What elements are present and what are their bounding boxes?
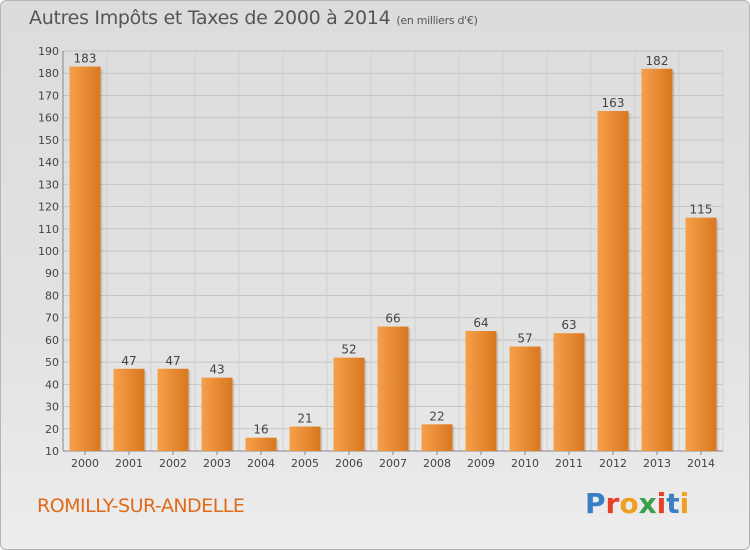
bar-2001: [113, 368, 145, 451]
axes: 10 20 30 40 50 60 70 80 90 100 110 120 130 140 150 160 1…: [38, 45, 723, 470]
bars: [69, 66, 719, 452]
y-tick-label: 50: [45, 356, 59, 369]
bar-2007: [377, 326, 409, 451]
x-tick-label: 2012: [599, 457, 627, 470]
y-tick-label: 130: [38, 178, 59, 191]
bar-2008: [421, 424, 453, 451]
x-tick-label: 2009: [467, 457, 495, 470]
x-tick-label: 2010: [511, 457, 539, 470]
logo-letter: i: [656, 487, 667, 520]
data-label: 163: [602, 96, 625, 110]
bar-2004: [245, 437, 277, 451]
data-label: 22: [429, 409, 444, 423]
y-tick-label: 120: [38, 201, 59, 214]
y-tick-label: 90: [45, 267, 59, 280]
chart-title: Autres Impôts et Taxes de 2000 à 2014 (en…: [29, 7, 478, 29]
town-name: ROMILLY-SUR-ANDELLE: [37, 495, 245, 517]
bar-2003: [201, 377, 233, 451]
y-tick-label: 100: [38, 245, 59, 258]
x-tick-label: 2000: [71, 457, 99, 470]
data-labels: 183 47 47 43 16 21 52 66 22 64 57 63 163 182 115: [74, 52, 713, 437]
x-tick-label: 2008: [423, 457, 451, 470]
data-label: 47: [165, 354, 180, 368]
data-label: 115: [690, 203, 713, 217]
y-tick-label: 70: [45, 312, 59, 325]
y-tick-label: 110: [38, 223, 59, 236]
x-tick-label: 2013: [643, 457, 671, 470]
x-tick-label: 2005: [291, 457, 319, 470]
bar-2002: [157, 368, 189, 451]
y-tick-label: 150: [38, 134, 59, 147]
chart-subtitle: (en milliers d'€): [396, 14, 478, 27]
x-tick-label: 2006: [335, 457, 363, 470]
y-tick-label: 60: [45, 334, 59, 347]
logo-letter: i: [679, 487, 690, 520]
data-label: 182: [646, 54, 669, 68]
bar-2013: [641, 68, 673, 452]
x-tick-label: 2003: [203, 457, 231, 470]
data-label: 183: [74, 52, 97, 66]
bar-2006: [333, 357, 365, 451]
data-label: 47: [121, 354, 136, 368]
y-tick-label: 20: [45, 423, 59, 436]
data-label: 57: [517, 332, 532, 346]
data-label: 66: [385, 312, 400, 326]
x-tick-label: 2004: [247, 457, 275, 470]
data-label: 43: [209, 363, 224, 377]
x-tick-label: 2011: [555, 457, 583, 470]
x-tick-label: 2001: [115, 457, 143, 470]
logo-letter: x: [638, 487, 657, 520]
bar-2014: [685, 217, 717, 451]
data-label: 64: [473, 316, 488, 330]
bar-2012: [597, 111, 629, 451]
logo-letter: t: [666, 487, 680, 520]
y-tick-label: 190: [38, 45, 59, 58]
data-label: 16: [253, 423, 268, 437]
bar-2005: [289, 426, 321, 451]
logo-letter: o: [619, 487, 639, 520]
chart-title-text: Autres Impôts et Taxes de 2000 à 2014: [29, 7, 391, 29]
y-tick-label: 160: [38, 112, 59, 125]
data-label: 63: [561, 318, 576, 332]
y-tick-label: 10: [45, 445, 59, 458]
y-tick-label: 180: [38, 67, 59, 80]
bar-2011: [553, 333, 585, 451]
logo-letter: r: [605, 487, 620, 520]
y-tick-label: 170: [38, 89, 59, 102]
x-tick-label: 2002: [159, 457, 187, 470]
bar-2009: [465, 331, 497, 451]
y-tick-label: 40: [45, 378, 59, 391]
bar-2010: [509, 346, 541, 451]
logo-letter: P: [585, 487, 606, 520]
y-tick-label: 80: [45, 289, 59, 302]
x-tick-label: 2014: [687, 457, 715, 470]
y-tick-label: 30: [45, 401, 59, 414]
y-tick-label: 140: [38, 156, 59, 169]
bar-2000: [69, 66, 101, 452]
data-label: 52: [341, 343, 356, 357]
data-label: 21: [297, 412, 312, 426]
proxiti-logo: Proxiti: [585, 487, 689, 520]
x-tick-label: 2007: [379, 457, 407, 470]
